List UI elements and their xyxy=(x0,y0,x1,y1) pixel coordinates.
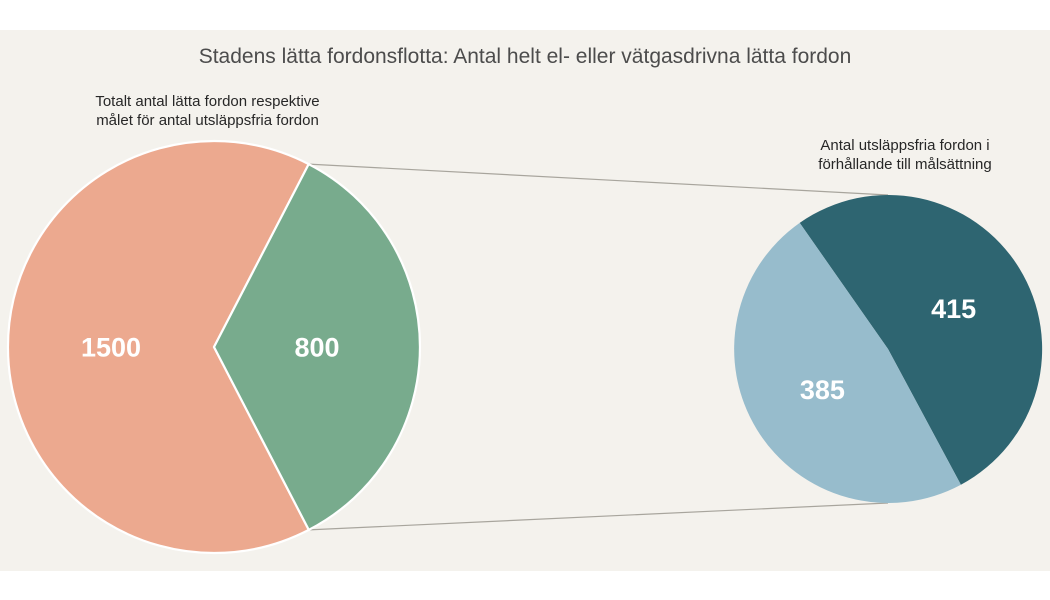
secondary-pie-slice-415 xyxy=(799,194,1043,485)
main-pie-value-label-1500: 1500 xyxy=(81,332,141,362)
chart-title: Stadens lätta fordonsflotta: Antal helt … xyxy=(198,45,852,68)
connector-line-bottom xyxy=(308,502,889,531)
secondary-pie-caption-line2: förhållande till målsättning xyxy=(818,156,992,173)
secondary-pie-caption-line1: Antal utsläppsfria fordon i xyxy=(820,137,990,154)
secondary-pie-value-label-385: 385 xyxy=(800,375,845,405)
secondary-pie-value-label-415: 415 xyxy=(931,294,976,324)
connector-line-top xyxy=(308,163,889,196)
secondary-pie-slice-385 xyxy=(734,222,961,503)
main-pie-value-label-800: 800 xyxy=(294,332,339,362)
main-pie-slice-800 xyxy=(212,163,422,531)
main-pie-caption: Totalt antal lätta fordon respektive mål… xyxy=(40,92,375,130)
main-pie-caption-line1: Totalt antal lätta fordon respektive xyxy=(95,93,320,110)
secondary-pie-caption: Antal utsläppsfria fordon i förhållande … xyxy=(775,136,1035,174)
main-pie-caption-line2: målet för antal utsläppsfria fordon xyxy=(96,112,319,129)
main-pie-slice-1500 xyxy=(6,139,310,555)
